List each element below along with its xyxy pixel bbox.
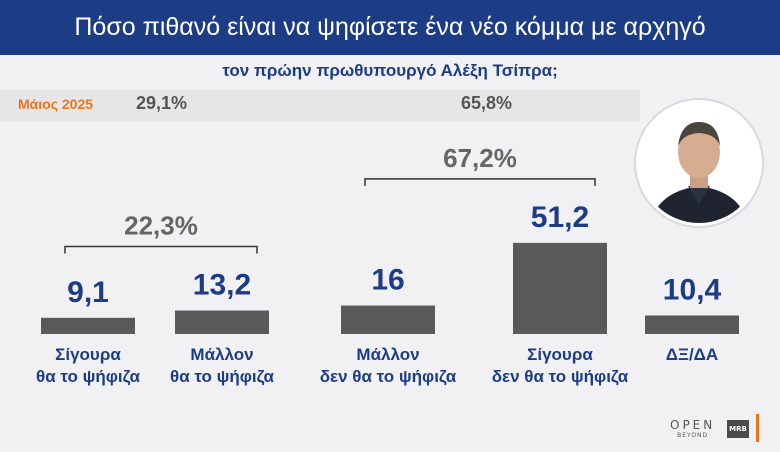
category-label: δεν θα το ψήφιζα — [320, 367, 457, 386]
bar — [645, 315, 739, 334]
category-label: Μάλλον — [190, 345, 253, 364]
bar — [341, 305, 435, 334]
person-portrait-icon — [636, 100, 762, 226]
bar — [175, 310, 269, 334]
bar — [513, 242, 607, 334]
mrb-logo: MRB — [727, 420, 749, 438]
previous-value-negative: 65,8% — [461, 93, 513, 113]
previous-value-positive: 29,1% — [136, 93, 188, 113]
chart-subtitle: τον πρώην πρωθυπουργό Αλέξη Τσίπρα; — [222, 61, 558, 80]
previous-period-label: Μάιος 2025 — [18, 96, 94, 112]
chart-title: Πόσο πιθανό είναι να ψηφίσετε ένα νέο κό… — [74, 13, 706, 41]
chart-title-bar: Πόσο πιθανό είναι να ψηφίσετε ένα νέο κό… — [0, 0, 780, 55]
bar-value-label: 16 — [371, 264, 404, 297]
group-total-label: 67,2% — [443, 143, 517, 173]
portrait-graphic — [639, 103, 759, 223]
group-bracket — [364, 178, 596, 186]
previous-results-row — [0, 90, 640, 122]
category-label: Σίγουρα — [55, 345, 121, 364]
footer-accent-bar — [756, 414, 759, 442]
category-label: δεν θα το ψήφιζα — [492, 367, 629, 386]
category-label: Σίγουρα — [527, 345, 593, 364]
bar-value-label: 9,1 — [67, 276, 109, 309]
group-total-label: 22,3% — [124, 211, 198, 241]
open-channel-logo: OPEN BEYOND — [670, 418, 716, 439]
bar — [41, 317, 135, 334]
bar-value-label: 10,4 — [663, 273, 722, 306]
group-bracket — [64, 245, 258, 254]
category-label: ΔΞ/ΔΑ — [666, 345, 718, 364]
bar-value-label: 13,2 — [193, 269, 251, 302]
category-label: θα το ψήφιζα — [36, 367, 141, 386]
category-label: θα το ψήφιζα — [170, 367, 275, 386]
category-label: Μάλλον — [356, 345, 419, 364]
bar-value-label: 51,2 — [531, 201, 589, 234]
